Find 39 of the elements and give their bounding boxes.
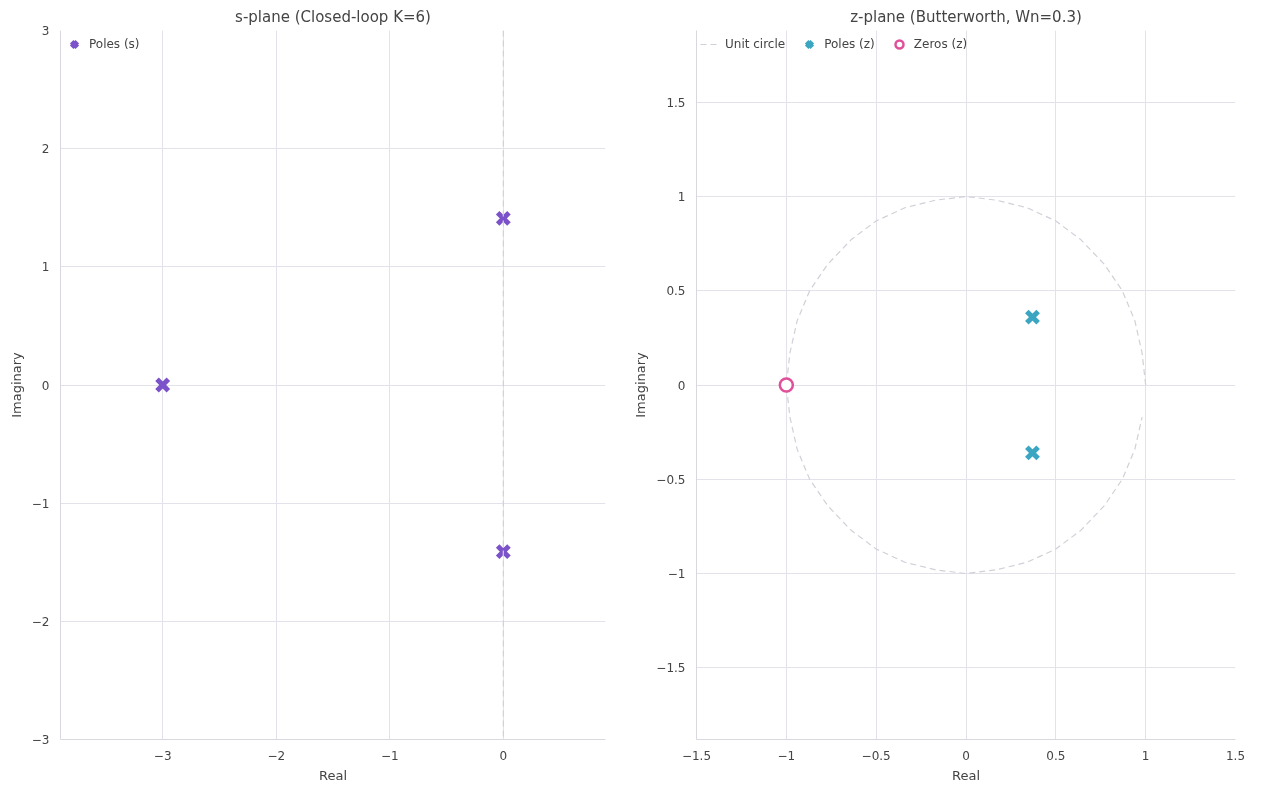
y-tick-label: 0	[677, 378, 686, 393]
x-tick-label: 0.5	[1046, 748, 1066, 763]
legend-label: Zeros (z)	[913, 37, 968, 51]
y-tick-label: 1	[677, 189, 686, 204]
legend-label: Unit circle	[725, 37, 786, 51]
point	[778, 377, 795, 393]
x-tick-label: −1	[777, 748, 796, 763]
x-tick-label: 0	[499, 748, 508, 763]
y-tick-label: −1.5	[656, 661, 686, 676]
legend-label: Poles (z)	[824, 37, 875, 51]
x-tick-label: −2	[267, 748, 286, 763]
point	[154, 376, 171, 394]
point	[1024, 308, 1041, 326]
y-tick-label: 1	[41, 260, 50, 275]
x-tick-label: −3	[153, 748, 172, 763]
y-tick-label: −2	[31, 614, 50, 629]
y-tick-label: −3	[31, 733, 50, 747]
y-tick-label: 1.5	[666, 95, 686, 110]
point	[495, 210, 512, 227]
x-tick-label: −1	[380, 748, 399, 763]
chart-title: z-plane (Butterworth, Wn=0.3)	[850, 7, 1082, 26]
x-axis-title: Real	[318, 767, 348, 783]
y-tick-label: −1	[31, 496, 50, 511]
x-tick-label: 0	[962, 748, 970, 763]
x-tick-label: 1	[1141, 748, 1150, 763]
y-tick-label: 2	[41, 142, 50, 157]
x-tick-label: 1.5	[1225, 748, 1246, 763]
y-axis-title: Imaginary	[633, 351, 649, 418]
y-tick-label: 0.5	[666, 284, 686, 299]
y-tick-label: −1	[667, 567, 686, 582]
y-tick-label: 3	[41, 24, 50, 38]
x-axis-title: Real	[951, 767, 981, 783]
y-axis-title: Imaginary	[8, 351, 24, 418]
point	[1024, 444, 1041, 462]
chart-title: s-plane (Closed-loop K=6)	[235, 7, 431, 26]
y-tick-label: −0.5	[656, 472, 686, 487]
legend-label: Poles (s)	[89, 37, 140, 51]
y-tick-label: 0	[41, 378, 50, 393]
x-tick-label: −0.5	[861, 748, 891, 763]
